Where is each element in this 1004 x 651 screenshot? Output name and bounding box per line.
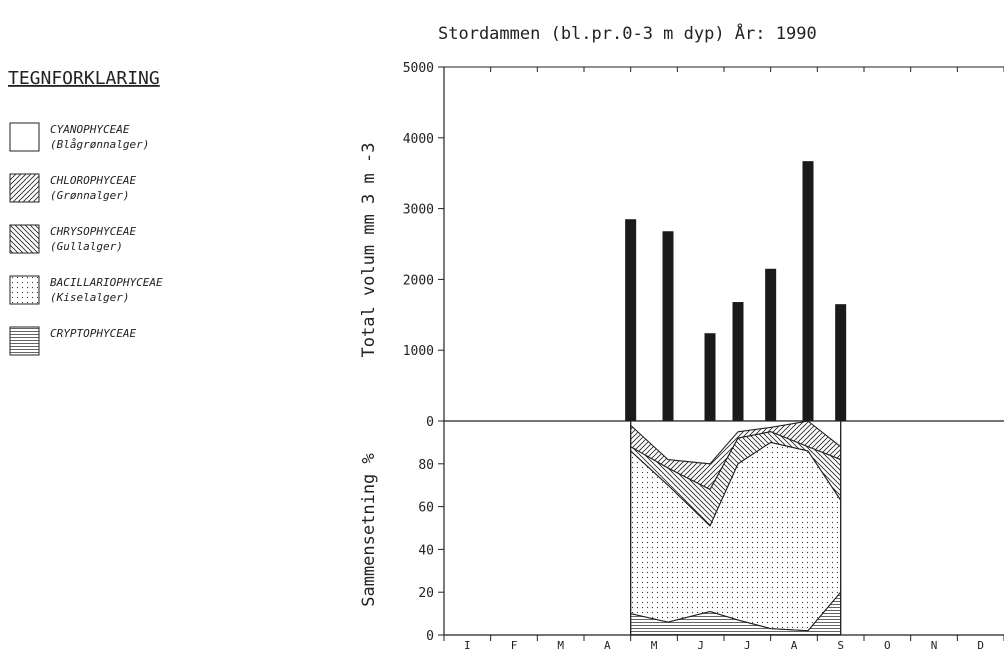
- bottom-ylabel: Sammensetning %: [359, 453, 379, 607]
- top-bars: [625, 161, 847, 421]
- month-label: M: [651, 639, 658, 651]
- month-label: A: [604, 639, 611, 651]
- legend-item-name: CRYPTOPHYCEAE: [50, 327, 136, 340]
- legend-item-name: CHRYSOPHYCEAE: [50, 225, 136, 238]
- top-y-tick-label: 2000: [403, 273, 434, 288]
- month-label: N: [931, 639, 938, 651]
- legend-heading: TEGNFORKLARING: [8, 68, 160, 89]
- month-label: D: [977, 639, 984, 651]
- top-y-tick-label: 3000: [403, 203, 434, 218]
- legend: TEGNFORKLARING CYANOPHYCEAE (Blågrønnalge…: [8, 68, 163, 356]
- legend-swatch: [9, 224, 40, 254]
- legend-swatch: [9, 173, 40, 203]
- volume-bar: [704, 333, 716, 421]
- legend-item-name: CHLOROPHYCEAE: [50, 174, 136, 187]
- top-y-tick-label: 1000: [403, 344, 434, 359]
- chart-title: Stordammen (bl.pr.0-3 m dyp) År: 1990: [438, 22, 817, 44]
- bottom-axes: 0 20 40 60 80 I F M A M J J A S O N D: [418, 458, 1004, 651]
- legend-item-sub: (Gullalger): [50, 240, 123, 253]
- month-label: J: [697, 639, 704, 651]
- legend-item-sub: (Blågrønnalger): [50, 138, 149, 151]
- volume-bar: [732, 302, 744, 421]
- top-axes: 0 1000 2000 3000 4000 5000: [403, 61, 1004, 635]
- volume-bar: [625, 219, 637, 421]
- month-label: M: [557, 639, 564, 651]
- legend-swatch: [9, 275, 40, 305]
- total-volume-chart: 0 1000 2000 3000 4000 5000 Total volum mm 3 m…: [359, 61, 1004, 635]
- legend-item-sub: (Grønnalger): [50, 189, 129, 202]
- bottom-y-tick-label: 80: [418, 458, 434, 473]
- legend-swatch: [9, 326, 40, 356]
- composition-chart: 0 20 40 60 80 I F M A M J J A S O N D Sammensetning %: [359, 420, 1004, 651]
- legend-item-sub: (Kiselalger): [50, 291, 129, 304]
- volume-bar: [835, 304, 847, 421]
- composition-areas: [630, 420, 842, 636]
- month-label: S: [837, 639, 844, 651]
- bottom-y-tick-label: 60: [418, 501, 434, 516]
- month-label: O: [884, 639, 891, 651]
- month-label: A: [791, 639, 798, 651]
- month-label: J: [744, 639, 751, 651]
- bottom-y-tick-label: 0: [426, 629, 434, 644]
- month-label: I: [464, 639, 471, 651]
- top-y-tick-label: 5000: [403, 61, 434, 76]
- top-y-tick-label: 4000: [403, 132, 434, 147]
- month-label: F: [511, 639, 518, 651]
- bottom-y-tick-label: 20: [418, 586, 434, 601]
- legend-item-name: CYANOPHYCEAE: [50, 123, 130, 136]
- legend-swatch: [9, 122, 40, 152]
- bottom-y-tick-label: 40: [418, 543, 434, 558]
- legend-item-name: BACILLARIOPHYCEAE: [50, 276, 163, 289]
- top-y-tick-label: 0: [426, 415, 434, 430]
- volume-bar: [802, 161, 814, 421]
- top-ylabel: Total volum mm 3 m -3: [359, 143, 379, 358]
- volume-bar: [662, 231, 674, 421]
- legend-items: CYANOPHYCEAE (Blågrønnalger) CHLOROPHYCEAE…: [9, 122, 163, 356]
- volume-bar: [765, 268, 777, 421]
